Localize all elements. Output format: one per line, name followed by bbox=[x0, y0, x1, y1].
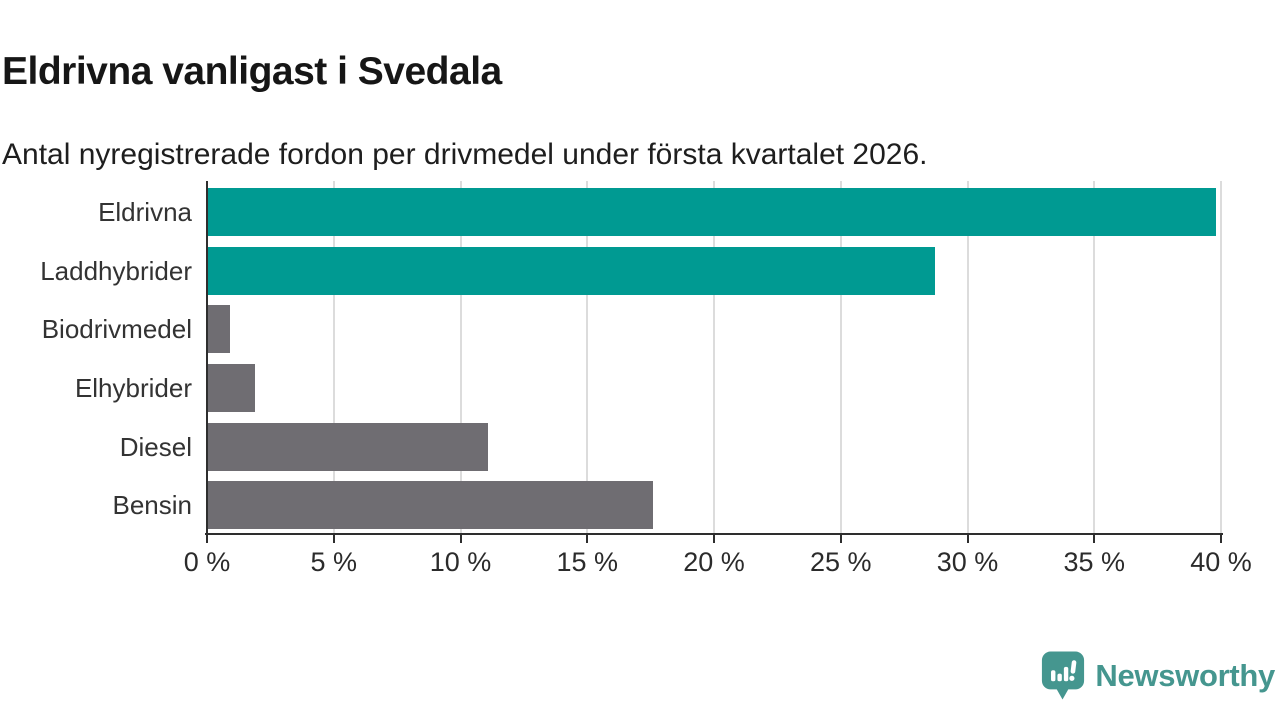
newsworthy-bar-chart-bubble-icon bbox=[1040, 650, 1086, 701]
gridline bbox=[1093, 181, 1096, 533]
x-axis-tick bbox=[713, 535, 715, 543]
x-axis-tick bbox=[206, 535, 208, 543]
newsworthy-logo: Newsworthy bbox=[1040, 650, 1275, 701]
gridline bbox=[839, 181, 842, 533]
x-axis-tick-label: 0 % bbox=[183, 547, 231, 577]
category-label: Laddhybrider bbox=[40, 256, 192, 286]
gridline bbox=[459, 181, 462, 533]
x-axis-tick-label: 5 % bbox=[310, 547, 358, 577]
x-axis-tick bbox=[966, 535, 969, 543]
y-axis-line bbox=[206, 181, 208, 533]
x-axis-tick-label: 30 % bbox=[936, 547, 999, 577]
bar-diesel bbox=[207, 423, 489, 471]
category-label: Bensin bbox=[112, 490, 193, 520]
bar-bensin bbox=[207, 481, 654, 529]
gridline bbox=[1220, 181, 1222, 533]
x-axis-tick-label: 10 % bbox=[429, 547, 492, 577]
x-axis-tick bbox=[839, 535, 842, 543]
x-axis-tick-label: 20 % bbox=[683, 547, 745, 577]
chart-subtitle: Antal nyregistrerade fordon per drivmede… bbox=[2, 138, 928, 171]
bar-laddhybrider bbox=[207, 247, 935, 295]
gridline bbox=[966, 181, 969, 533]
category-label: Diesel bbox=[119, 432, 192, 462]
x-axis-tick-label: 35 % bbox=[1063, 547, 1126, 577]
bar-eldrivna bbox=[207, 188, 1216, 236]
newsworthy-logo-text: Newsworthy bbox=[1095, 657, 1275, 693]
gridline bbox=[586, 181, 589, 533]
x-axis-tick bbox=[459, 535, 462, 543]
category-label: Eldrivna bbox=[98, 197, 192, 227]
category-label: Elhybrider bbox=[74, 373, 192, 403]
x-axis-tick bbox=[1220, 535, 1222, 543]
x-axis-tick-label: 25 % bbox=[809, 547, 872, 577]
x-axis-tick-label: 40 % bbox=[1190, 547, 1252, 577]
x-axis-tick bbox=[332, 535, 335, 543]
gridline bbox=[713, 181, 715, 533]
x-axis-tick bbox=[586, 535, 589, 543]
bar-elhybrider bbox=[207, 364, 256, 412]
x-axis-tick bbox=[1093, 535, 1096, 543]
y-axis-category-labels: Eldrivna Laddhybrider Biodrivmedel Elhybrid… bbox=[0, 181, 192, 533]
category-label: Biodrivmedel bbox=[41, 314, 192, 344]
chart-title: Eldrivna vanligast i Svedala bbox=[2, 50, 502, 94]
bar-biodrivmedel bbox=[207, 305, 230, 353]
gridline bbox=[332, 181, 335, 533]
x-axis-line bbox=[205, 533, 1223, 535]
x-axis-tick-label: 15 % bbox=[556, 547, 619, 577]
plot-area: 0 % 5 % 10 % 15 % 20 % 25 % 30 % 35 % 40 % bbox=[184, 181, 1252, 577]
